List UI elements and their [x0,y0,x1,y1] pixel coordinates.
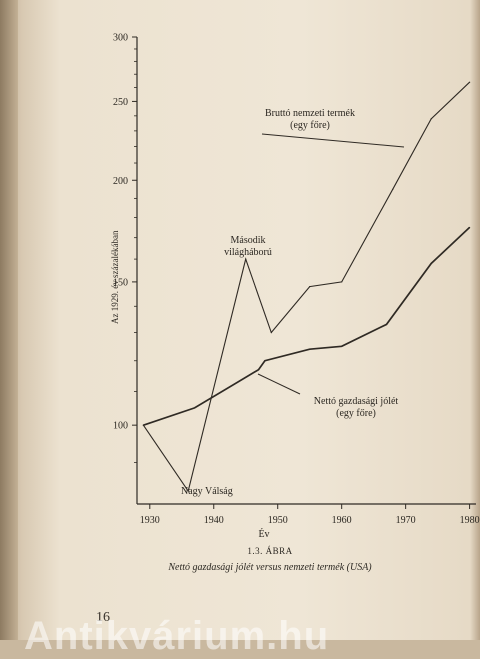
annotation-gnp-line: (egy főre) [290,120,330,131]
annotation-ww2-line: világháború [224,247,272,258]
data-point [309,286,311,288]
annotation-mew-line: Nettó gazdasági jólét [314,396,399,407]
data-point [430,262,432,265]
data-point [469,81,471,83]
data-point [469,226,471,229]
annotation-leader-line [257,373,301,395]
data-point [270,331,272,334]
annotation-mew-line: (egy főre) [336,408,376,419]
x-tick-label: 1970 [396,515,416,526]
watermark: Antikvárium.hu [24,614,330,658]
x-tick-label: 1940 [204,515,224,526]
y-tick-label: 300 [113,33,128,44]
data-point [392,188,394,190]
data-point [309,348,311,350]
y-tick-label: 250 [113,97,128,108]
annotation-ww2-line: Második [231,235,266,246]
chart-labels: Bruttó nemzeti termék(egy főre)Nettó gaz… [181,108,405,497]
book-spine [0,0,18,640]
annotation-gnp-line: Bruttó nemzeti termék [265,108,355,119]
data-point [385,323,388,326]
data-point [341,281,343,283]
line-chart: 100 150 200 250 300 1930 1940 1950 1960 1970 1980 É… [110,33,480,541]
data-point [257,369,260,371]
data-point [193,407,196,409]
data-point [430,118,432,120]
data-point [142,424,144,426]
book-page [0,0,480,640]
annotation-leader-line [261,133,405,148]
data-point [187,490,189,492]
x-tick-label: 1960 [332,515,352,526]
x-tick-label: 1980 [460,515,480,526]
y-tick-label: 150 [113,277,128,288]
x-tick-label: 1930 [140,515,160,526]
x-tick-label: 1950 [268,515,288,526]
annotation-great-depression-line: Nagy Válság [181,486,233,497]
chart-series [142,81,471,493]
chart-axes: 100 150 200 250 300 1930 1940 1950 1960 1970 1980 É… [110,33,480,541]
figure-number: 1.3. ÁBRA [247,546,293,556]
x-axis-title: Év [258,528,269,540]
y-axis-title: Az 1929. év százalékában [110,230,120,324]
series-line-gnp [142,81,470,493]
y-tick-label: 200 [113,176,128,187]
data-point [264,360,266,362]
page-number: 16 [96,610,110,625]
data-point [245,258,247,260]
figure-caption: Nettó gazdasági jólét versus nemzeti ter… [168,562,372,573]
y-tick-label: 100 [113,421,128,432]
data-point [341,345,343,347]
series-line-mew [143,226,471,427]
